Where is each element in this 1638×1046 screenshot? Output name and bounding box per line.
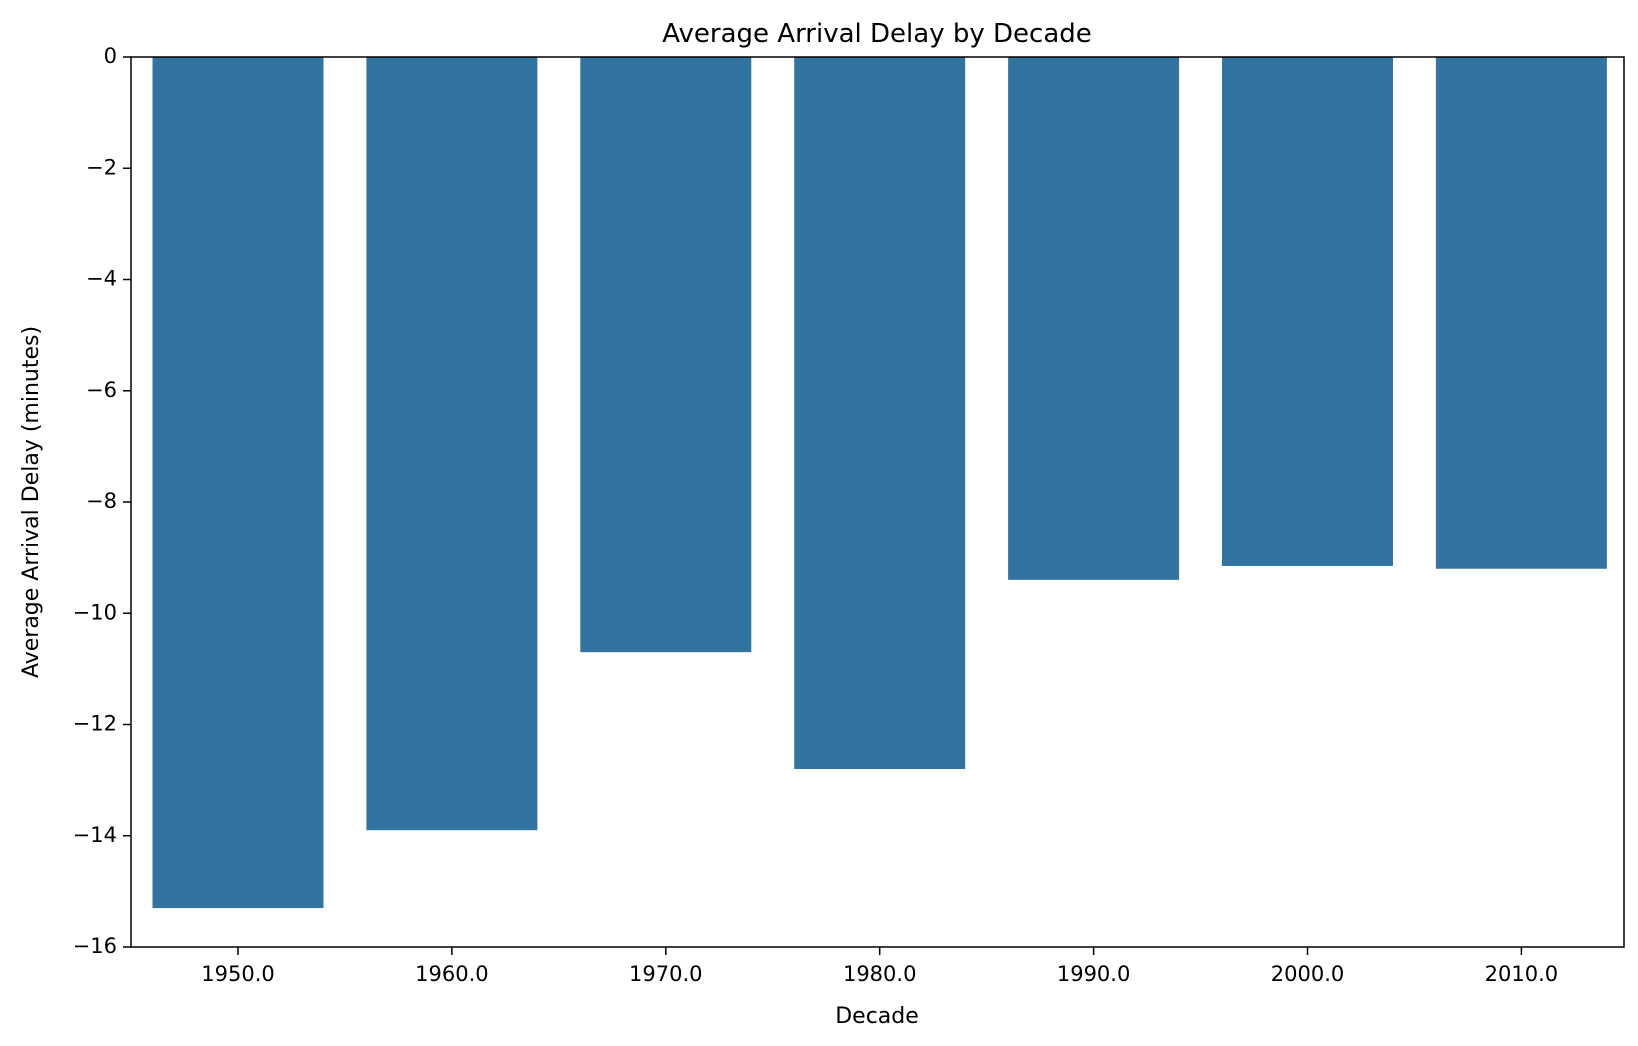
x-tick-label: 2000.0 <box>1271 962 1344 986</box>
y-tick-label: −4 <box>86 267 117 291</box>
bar-2000.0 <box>1222 57 1393 566</box>
bars-group <box>152 57 1607 909</box>
y-axis: 0 −2 −4 −6 −8 −10 −12 −14 −16 <box>73 44 131 958</box>
y-tick-label: −6 <box>86 378 117 402</box>
chart-title: Average Arrival Delay by Decade <box>662 19 1092 49</box>
bar-1980.0 <box>794 57 966 769</box>
y-tick-label: −16 <box>73 934 117 958</box>
x-tick-label: 1970.0 <box>629 962 702 986</box>
x-tick-label: 1980.0 <box>843 962 916 986</box>
y-tick-label: −14 <box>73 823 117 847</box>
x-tick-label: 2010.0 <box>1485 962 1558 986</box>
plot-frame <box>130 56 1625 948</box>
y-tick-label: −8 <box>86 489 117 513</box>
bar-1970.0 <box>580 57 752 653</box>
x-tick-label: 1990.0 <box>1057 962 1130 986</box>
x-axis-title: Decade <box>835 1004 919 1029</box>
x-tick-label: 1950.0 <box>201 962 274 986</box>
y-axis-title: Average Arrival Delay (minutes) <box>19 326 44 678</box>
y-tick-label: −10 <box>73 600 117 624</box>
x-axis: 1950.0 1960.0 1970.0 1980.0 1990.0 2000.0 2010… <box>201 947 1558 986</box>
y-tick-label: −2 <box>86 155 117 179</box>
bar-2010.0 <box>1435 57 1607 569</box>
x-tick-label: 1960.0 <box>415 962 488 986</box>
bar-1960.0 <box>366 57 538 831</box>
bar-1950.0 <box>152 57 324 909</box>
y-tick-label: 0 <box>104 44 117 68</box>
bar-1990.0 <box>1008 57 1180 580</box>
y-tick-label: −12 <box>73 712 117 736</box>
